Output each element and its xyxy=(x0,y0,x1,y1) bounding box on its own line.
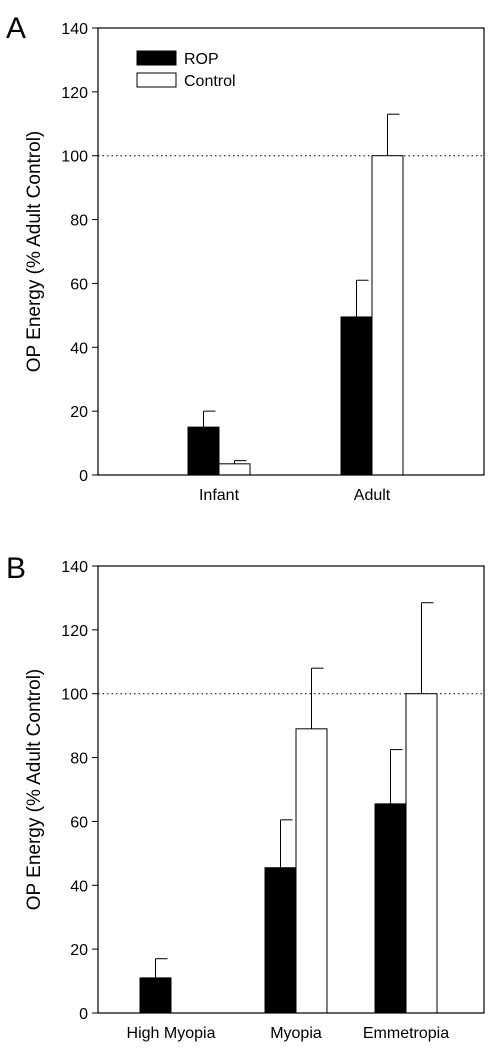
bar-control-adult xyxy=(371,155,404,476)
y-tick-label: 20 xyxy=(70,942,88,959)
y-tick-label: 140 xyxy=(61,21,88,38)
x-tick-label: Myopia xyxy=(270,1025,322,1042)
bar-control-infant xyxy=(218,463,251,476)
legend-swatch-control xyxy=(136,72,177,88)
y-tick-label: 40 xyxy=(70,878,88,895)
y-tick-label: 80 xyxy=(70,213,88,230)
chart-panel-a: A OP Energy (% Adult Control) 0 20 40 60 80 100… xyxy=(6,12,485,504)
bar-control-myopia xyxy=(295,728,328,1014)
y-tick-label: 140 xyxy=(61,559,88,576)
y-tick-label: 100 xyxy=(61,149,88,166)
y-tick-label: 80 xyxy=(70,751,88,768)
y-tick-label: 20 xyxy=(70,404,88,421)
plot-frame xyxy=(97,27,485,476)
x-tick-label: Emmetropia xyxy=(363,1025,449,1042)
y-axis-label: OP Energy (% Adult Control) xyxy=(24,131,45,372)
x-tick-label: Adult xyxy=(354,487,391,504)
legend-swatch-rop xyxy=(136,50,177,66)
chart-panel-b: B OP Energy (% Adult Control) 0 20 40 60 80 100… xyxy=(6,552,485,1042)
bar-control-emmetropia xyxy=(405,693,438,1014)
y-tick-label: 100 xyxy=(61,687,88,704)
y-tick-label: 0 xyxy=(79,468,88,485)
bar-rop-adult xyxy=(340,316,373,476)
y-tick-label: 60 xyxy=(70,276,88,293)
bar-rop-high-myopia xyxy=(139,977,172,1014)
bar-rop-emmetropia xyxy=(374,803,407,1014)
legend-label-control: Control xyxy=(184,73,236,90)
y-tick-label: 40 xyxy=(70,340,88,357)
bar-rop-infant xyxy=(187,426,220,476)
y-tick-label: 0 xyxy=(79,1006,88,1023)
plot-frame xyxy=(97,565,485,1014)
y-axis-label: OP Energy (% Adult Control) xyxy=(24,669,45,910)
panel-label: A xyxy=(6,12,26,45)
x-tick-label: Infant xyxy=(199,487,240,504)
bar-rop-myopia xyxy=(264,867,297,1014)
legend-label-rop: ROP xyxy=(184,51,219,68)
panel-label: B xyxy=(6,552,26,585)
x-tick-label: High Myopia xyxy=(127,1025,216,1042)
y-tick-label: 120 xyxy=(61,85,88,102)
y-tick-label: 120 xyxy=(61,623,88,640)
y-tick-label: 60 xyxy=(70,814,88,831)
